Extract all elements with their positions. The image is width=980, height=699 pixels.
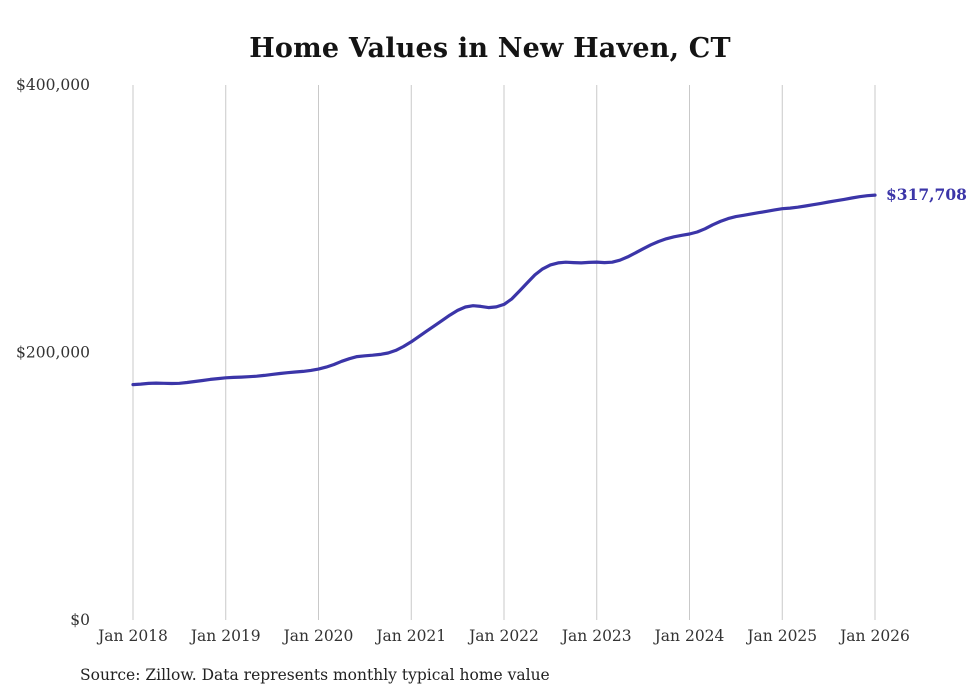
x-tick-label: Jan 2021: [374, 627, 446, 645]
y-tick-label: $200,000: [16, 344, 90, 362]
source-note: Source: Zillow. Data represents monthly …: [80, 666, 550, 684]
x-tick-label: Jan 2025: [745, 627, 817, 645]
x-tick-label: Jan 2026: [838, 627, 910, 645]
x-tick-label: Jan 2022: [467, 627, 539, 645]
chart-title: Home Values in New Haven, CT: [249, 33, 731, 64]
y-tick-label: $0: [70, 611, 90, 629]
home-value-line: [131, 193, 877, 387]
end-value-label: $317,708: [886, 185, 967, 204]
y-tick-label: $400,000: [16, 76, 90, 94]
x-tick-label: Jan 2023: [560, 627, 632, 645]
x-tick-label: Jan 2019: [189, 627, 261, 645]
x-tick-label: Jan 2020: [282, 627, 354, 645]
x-tick-label: Jan 2018: [96, 627, 168, 645]
x-tick-label: Jan 2024: [653, 627, 725, 645]
